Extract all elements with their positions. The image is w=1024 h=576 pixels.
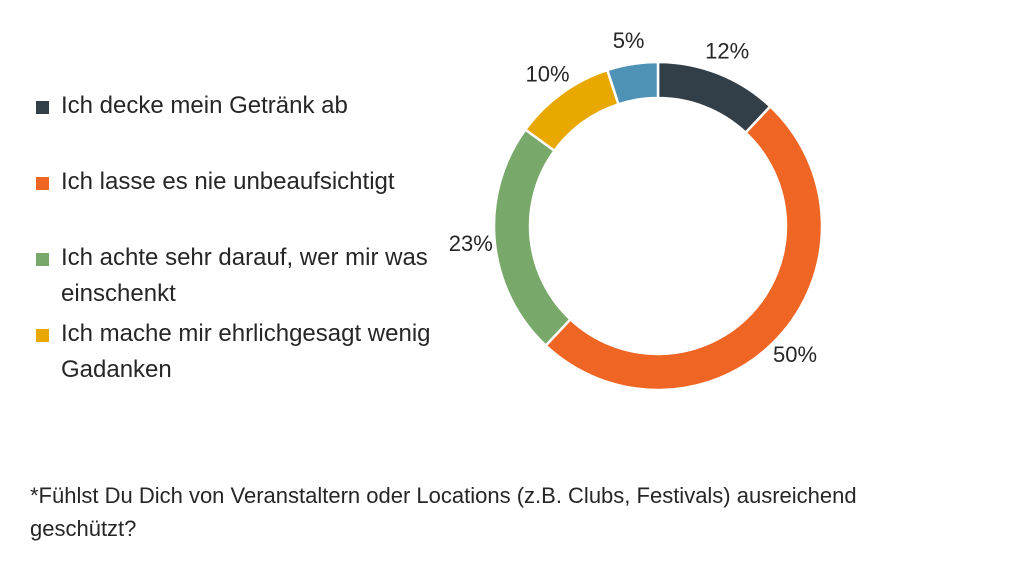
legend-swatch <box>36 253 49 266</box>
legend-item-little-thought: Ich mache mir ehrlichgesagt wenig Gadank… <box>36 316 441 388</box>
donut-slice-4 <box>605 60 660 106</box>
legend-label: Ich decke mein Getränk ab <box>61 92 348 119</box>
legend-swatch <box>36 329 49 342</box>
legend-label: Ich lasse es nie unbeaufsichtigt <box>61 168 395 195</box>
data-label-3: 10% <box>525 61 569 86</box>
donut-slices <box>492 60 824 392</box>
donut-data-labels: 12% 50% 23% 10% 5% <box>449 28 817 367</box>
legend-swatch <box>36 177 49 190</box>
legend-label: Ich mache mir ehrlichgesagt wenig Gadank… <box>61 320 431 383</box>
donut-slice-1 <box>543 104 824 392</box>
legend-swatch <box>36 101 49 114</box>
legend-item-watch-who-pours: Ich achte sehr darauf, wer mir was einsc… <box>36 240 441 312</box>
data-label-4: 5% <box>613 28 645 53</box>
legend-label: Ich achte sehr darauf, wer mir was einsc… <box>61 244 428 307</box>
legend-item-cover-drink: Ich decke mein Getränk ab <box>36 88 441 124</box>
data-label-2: 23% <box>449 231 493 256</box>
footnote-question: *Fühlst Du Dich von Veranstaltern oder L… <box>30 483 857 541</box>
data-label-1: 50% <box>773 342 817 367</box>
data-label-0: 12% <box>705 39 749 64</box>
donut-slice-0 <box>656 60 773 135</box>
legend-item-never-unattended: Ich lasse es nie unbeaufsichtigt <box>36 164 441 200</box>
donut-slice-2 <box>492 127 573 348</box>
